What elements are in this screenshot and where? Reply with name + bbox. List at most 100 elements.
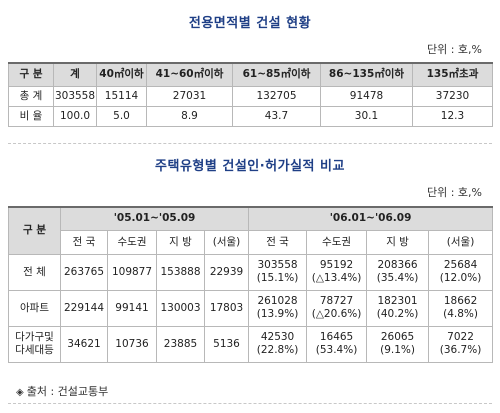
cell-value: 109877 bbox=[107, 253, 157, 291]
header-period-2006: '06.01~'06.09 bbox=[248, 206, 494, 231]
value: 7022 bbox=[447, 331, 474, 343]
header-period-2005: '05.01~'05.09 bbox=[59, 206, 250, 231]
cell-value: 17803 bbox=[203, 289, 250, 327]
table-row: 비 율 100.0 5.0 8.9 43.7 30.1 12.3 bbox=[8, 105, 493, 127]
cell-value: 153888 bbox=[156, 253, 205, 291]
cell-value: 23885 bbox=[156, 325, 205, 363]
subheader-capital: 수도권 bbox=[306, 229, 368, 255]
cell-value: 229144 bbox=[60, 289, 108, 327]
subheader-regional: 지 방 bbox=[156, 229, 205, 255]
cell-value: 5136 bbox=[203, 325, 250, 363]
rate: (13.9%) bbox=[256, 308, 299, 320]
header-category: 구 분 bbox=[8, 206, 61, 255]
row-label: 비 율 bbox=[8, 105, 54, 127]
rate: (△13.4%) bbox=[311, 272, 362, 284]
table-row: 아파트 229144 99141 130003 17803 261028 (13.… bbox=[8, 289, 494, 327]
rate: (36.7%) bbox=[439, 344, 482, 356]
cell-value-with-rate: 16465 (53.4%) bbox=[306, 325, 368, 363]
cell-value-with-rate: 261028 (13.9%) bbox=[248, 289, 308, 327]
value: 303558 bbox=[257, 259, 298, 271]
table-row: 다가구및 다세대등 34621 10736 23885 5136 42530 (22… bbox=[8, 325, 494, 363]
row-label: 전 체 bbox=[8, 253, 61, 291]
cell-value-with-rate: 303558 (15.1%) bbox=[248, 253, 308, 291]
cell-value: 5.0 bbox=[96, 105, 147, 127]
header-41-60: 41~60㎡이하 bbox=[146, 62, 233, 87]
cell-value-with-rate: 7022 (36.7%) bbox=[428, 325, 494, 363]
subheader-national: 전 국 bbox=[60, 229, 108, 255]
table-row: 총 계 303558 15114 27031 132705 91478 3723… bbox=[8, 85, 493, 107]
value: 16465 bbox=[319, 331, 354, 343]
row-label: 총 계 bbox=[8, 85, 54, 107]
subheader-regional: 지 방 bbox=[366, 229, 430, 255]
rate: (9.1%) bbox=[380, 344, 415, 356]
cell-value-with-rate: 18662 (4.8%) bbox=[428, 289, 494, 327]
value: 26065 bbox=[380, 331, 415, 343]
source-note: ◈ 출처 : 건설교통부 bbox=[16, 383, 108, 399]
value: 208366 bbox=[377, 259, 418, 271]
header-40-under: 40㎡이하 bbox=[96, 62, 147, 87]
row-label: 다가구및 다세대등 bbox=[8, 325, 61, 363]
rate: (12.0%) bbox=[439, 272, 482, 284]
subheader-seoul: (서울) bbox=[428, 229, 494, 255]
value: 261028 bbox=[257, 295, 298, 307]
cell-value: 27031 bbox=[146, 85, 233, 107]
rate: (22.8%) bbox=[256, 344, 299, 356]
subheader-capital: 수도권 bbox=[107, 229, 157, 255]
cell-value: 30.1 bbox=[320, 105, 413, 127]
section-divider bbox=[8, 143, 492, 144]
row-label: 아파트 bbox=[8, 289, 61, 327]
row-label-line: 다가구및 bbox=[15, 331, 54, 343]
table2-unit: 단위 : 호,% bbox=[426, 186, 482, 199]
cell-value: 130003 bbox=[156, 289, 205, 327]
value: 25684 bbox=[443, 259, 478, 271]
cell-value: 91478 bbox=[320, 85, 413, 107]
cell-value-with-rate: 78727 (△20.6%) bbox=[306, 289, 368, 327]
cell-value: 99141 bbox=[107, 289, 157, 327]
cell-value-with-rate: 26065 (9.1%) bbox=[366, 325, 430, 363]
bottom-divider bbox=[8, 403, 492, 404]
cell-value: 263765 bbox=[60, 253, 108, 291]
table1-title: 전용면적별 건설 현황 bbox=[188, 16, 312, 31]
rate: (15.1%) bbox=[256, 272, 299, 284]
header-135-over: 135㎡초과 bbox=[412, 62, 493, 87]
row-label-line: 다세대등 bbox=[15, 344, 54, 356]
value: 182301 bbox=[377, 295, 418, 307]
subheader-national: 전 국 bbox=[248, 229, 308, 255]
value: 18662 bbox=[443, 295, 478, 307]
rate: (35.4%) bbox=[376, 272, 419, 284]
rate: (40.2%) bbox=[376, 308, 419, 320]
header-61-85: 61~85㎡이하 bbox=[232, 62, 321, 87]
cell-value: 132705 bbox=[232, 85, 321, 107]
value: 42530 bbox=[260, 331, 295, 343]
housing-type-table: 구 분 '05.01~'05.09 '06.01~'06.09 전 국 수도권 … bbox=[8, 206, 494, 363]
cell-value: 37230 bbox=[412, 85, 493, 107]
cell-value: 8.9 bbox=[146, 105, 233, 127]
cell-value-with-rate: 208366 (35.4%) bbox=[366, 253, 430, 291]
cell-value: 10736 bbox=[107, 325, 157, 363]
cell-value: 43.7 bbox=[232, 105, 321, 127]
cell-value-with-rate: 25684 (12.0%) bbox=[428, 253, 494, 291]
header-category: 구 분 bbox=[8, 62, 54, 87]
value: 78727 bbox=[319, 295, 354, 307]
header-total: 계 bbox=[53, 62, 97, 87]
value: 95192 bbox=[319, 259, 354, 271]
cell-value: 34621 bbox=[60, 325, 108, 363]
cell-value-with-rate: 42530 (22.8%) bbox=[248, 325, 308, 363]
cell-value: 303558 bbox=[53, 85, 97, 107]
cell-value-with-rate: 95192 (△13.4%) bbox=[306, 253, 368, 291]
rate: (4.8%) bbox=[443, 308, 478, 320]
area-construction-table: 구 분 계 40㎡이하 41~60㎡이하 61~85㎡이하 86~135㎡이하 … bbox=[8, 62, 493, 127]
rate: (△20.6%) bbox=[311, 308, 362, 320]
subheader-seoul: (서울) bbox=[203, 229, 250, 255]
cell-value-with-rate: 182301 (40.2%) bbox=[366, 289, 430, 327]
cell-value: 100.0 bbox=[53, 105, 97, 127]
cell-value: 22939 bbox=[203, 253, 250, 291]
table-row: 전 체 263765 109877 153888 22939 303558 (15… bbox=[8, 253, 494, 291]
table1-unit: 단위 : 호,% bbox=[426, 43, 482, 56]
source-text: 출처 : 건설교통부 bbox=[26, 385, 109, 398]
rate: (53.4%) bbox=[315, 344, 358, 356]
table2-title: 주택유형별 건설인·허가실적 비교 bbox=[155, 159, 345, 174]
cell-value: 15114 bbox=[96, 85, 147, 107]
header-86-135: 86~135㎡이하 bbox=[320, 62, 413, 87]
cell-value: 12.3 bbox=[412, 105, 493, 127]
